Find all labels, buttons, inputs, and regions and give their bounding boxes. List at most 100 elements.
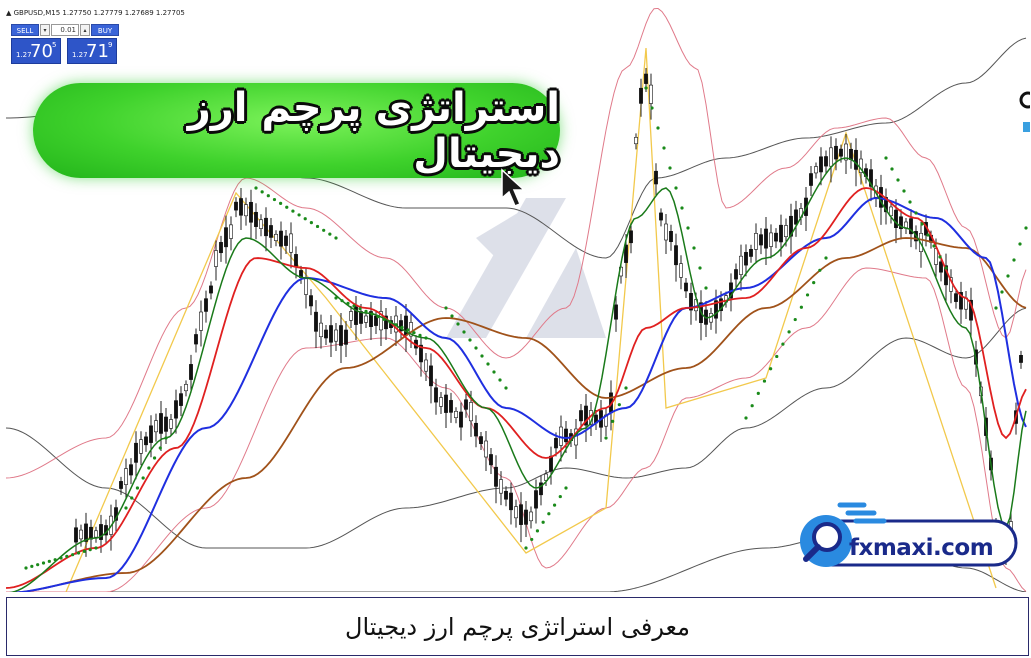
sar-dot [668, 166, 672, 170]
sell-price-box[interactable]: 1.27 70 5 [11, 38, 61, 64]
candle-body [294, 254, 298, 268]
candle-body [159, 413, 163, 434]
sar-dot [418, 333, 422, 337]
candle-body [374, 315, 378, 326]
moving-average-blue [6, 197, 1027, 592]
moving-average-brown [10, 237, 1027, 592]
candle-body [634, 137, 638, 145]
sar-dot [535, 529, 540, 533]
fxmaxi-logo [800, 502, 1018, 567]
chart-symbol-info: ▲ GBPUSD,M15 1.27750 1.27779 1.27689 1.2… [6, 9, 185, 17]
candle-body [289, 233, 293, 253]
candle-body [214, 250, 218, 267]
sar-dot [82, 549, 86, 553]
lot-decrease-button[interactable]: ▾ [40, 24, 50, 36]
sar-dot [468, 338, 472, 342]
sell-button[interactable]: SELL [11, 24, 39, 36]
buy-price-prefix: 1.27 [72, 51, 88, 59]
candle-body [644, 73, 648, 84]
sar-dot [938, 255, 942, 259]
sar-dot [1006, 274, 1010, 278]
candle-body [909, 218, 913, 235]
sar-dot [340, 299, 344, 303]
sar-dot [24, 566, 28, 570]
sell-price-main: 70 [30, 41, 53, 62]
candle-body [814, 166, 818, 174]
sar-dot [547, 512, 551, 516]
sar-dot [164, 436, 168, 440]
sar-dot [756, 391, 760, 395]
candle-body [654, 170, 658, 185]
sar-dot [358, 307, 362, 311]
sar-dot [406, 328, 410, 332]
candle-body [344, 329, 348, 345]
candle-body [484, 440, 488, 458]
candle-body [284, 235, 288, 246]
sar-dot [36, 563, 40, 567]
lot-size-input[interactable]: 0.01 [51, 24, 79, 36]
sar-dot [662, 146, 666, 150]
ma-red-line [6, 187, 1027, 589]
sar-dot [524, 546, 528, 550]
candle-body [204, 298, 208, 312]
sar-dot [88, 548, 92, 552]
candle-body [79, 529, 83, 540]
sar-dot [644, 86, 648, 90]
candle-body [659, 212, 663, 221]
candle-body [939, 261, 943, 273]
candle-body [279, 230, 283, 247]
watermark-logo [446, 198, 606, 338]
moving-average-green [9, 157, 1027, 592]
candle-body [364, 315, 368, 323]
candle-body [339, 325, 343, 346]
sar-dot [297, 213, 301, 217]
sar-dot [424, 336, 428, 340]
candle-body [169, 419, 173, 429]
candle-body [669, 231, 673, 243]
candle-body [399, 320, 403, 332]
candle-body [749, 248, 753, 257]
sar-dot [686, 226, 690, 230]
sar-dot [94, 546, 98, 550]
candle-body [139, 439, 143, 454]
sar-dot [328, 232, 332, 236]
sar-dot [309, 221, 313, 225]
sar-dot [370, 312, 374, 316]
candle-body [304, 278, 308, 295]
sar-dot [71, 553, 75, 557]
candle-body [664, 223, 668, 241]
sar-dot [692, 246, 696, 250]
sar-dot [480, 354, 484, 358]
sar-dot [498, 378, 502, 382]
mouse-cursor-icon [501, 168, 526, 207]
sar-dot [611, 419, 615, 423]
sar-dot [926, 233, 930, 237]
candle-body [1019, 355, 1023, 363]
candle-body [684, 282, 688, 292]
sar-dot [787, 330, 791, 334]
candle-body [319, 322, 323, 338]
sar-dot [334, 296, 338, 300]
lot-increase-button[interactable]: ▴ [80, 24, 90, 36]
sar-dot [656, 126, 660, 130]
sar-dot [141, 476, 145, 480]
sar-dot [135, 486, 140, 490]
sar-dot [674, 186, 678, 190]
buy-price-box[interactable]: 1.27 71 9 [67, 38, 117, 64]
candle-body [144, 436, 148, 446]
buy-button[interactable]: BUY [91, 24, 119, 36]
candle-body [464, 399, 468, 410]
candle-body [324, 329, 328, 339]
envelope-middle [6, 307, 1027, 549]
partial-toolbar-icons [1019, 91, 1030, 132]
candle-body [384, 315, 388, 330]
candle-body [739, 255, 743, 275]
candle-body [674, 245, 678, 266]
sar-dot [158, 446, 162, 450]
sar-dot [650, 106, 654, 110]
candle-body [624, 244, 628, 263]
sar-dot [152, 456, 157, 460]
candle-body [264, 217, 268, 237]
sar-dot [124, 506, 128, 510]
candle-body [184, 384, 188, 392]
